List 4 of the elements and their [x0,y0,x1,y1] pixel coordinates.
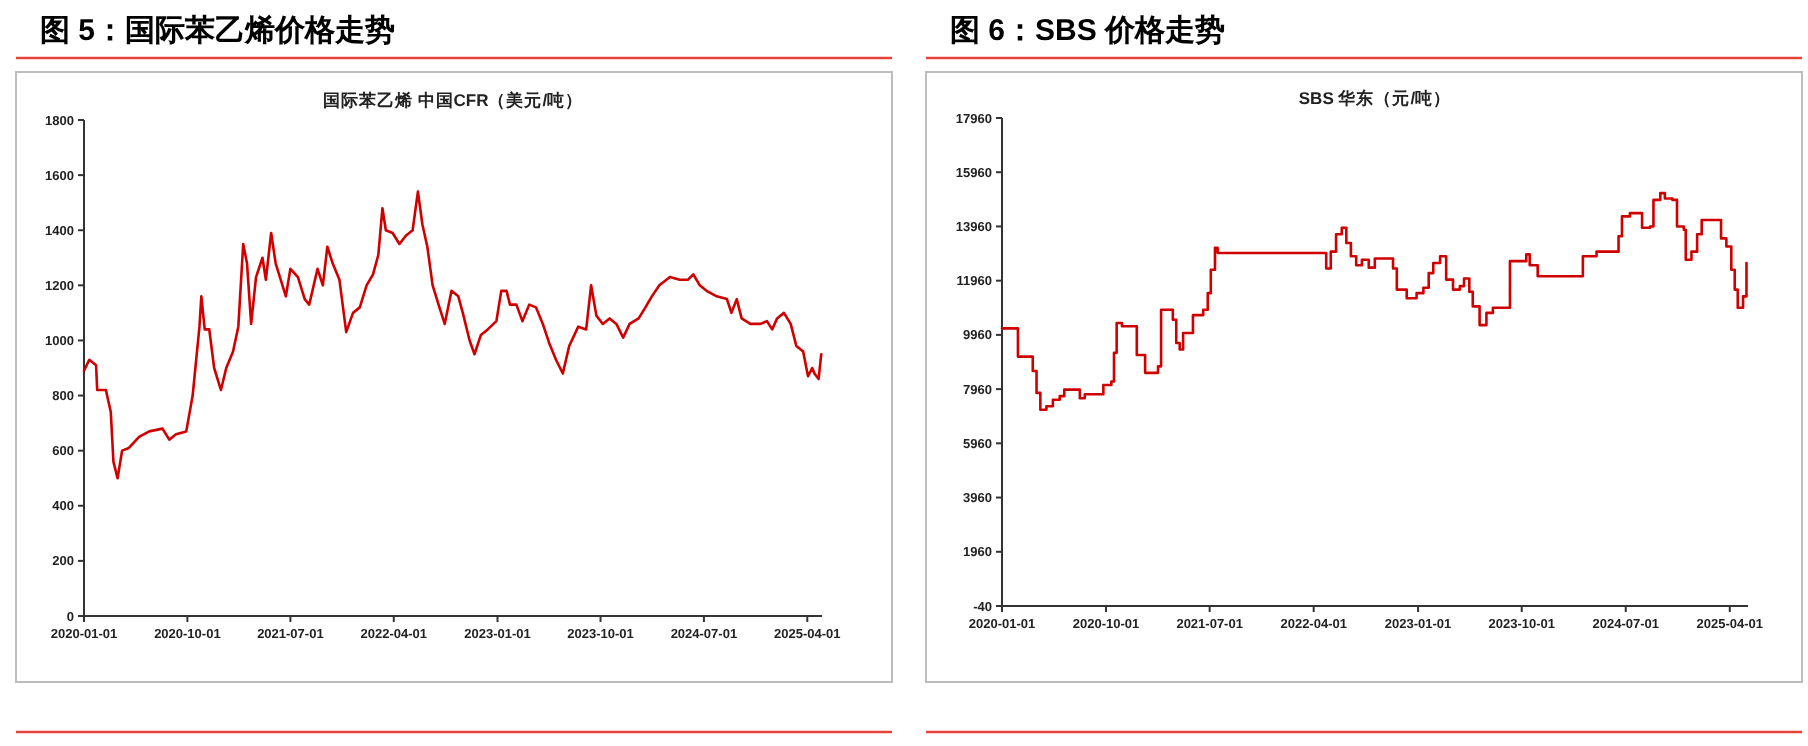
chart-title: 图 6：SBS 价格走势 [950,14,1226,48]
chart-title: 图 5：国际苯乙烯价格走势 [40,14,396,48]
chart-subtitle: SBS 华东（元/吨） [1298,88,1452,108]
chart-subtitle: 国际苯乙烯 中国CFR（美元/吨） [322,90,584,110]
